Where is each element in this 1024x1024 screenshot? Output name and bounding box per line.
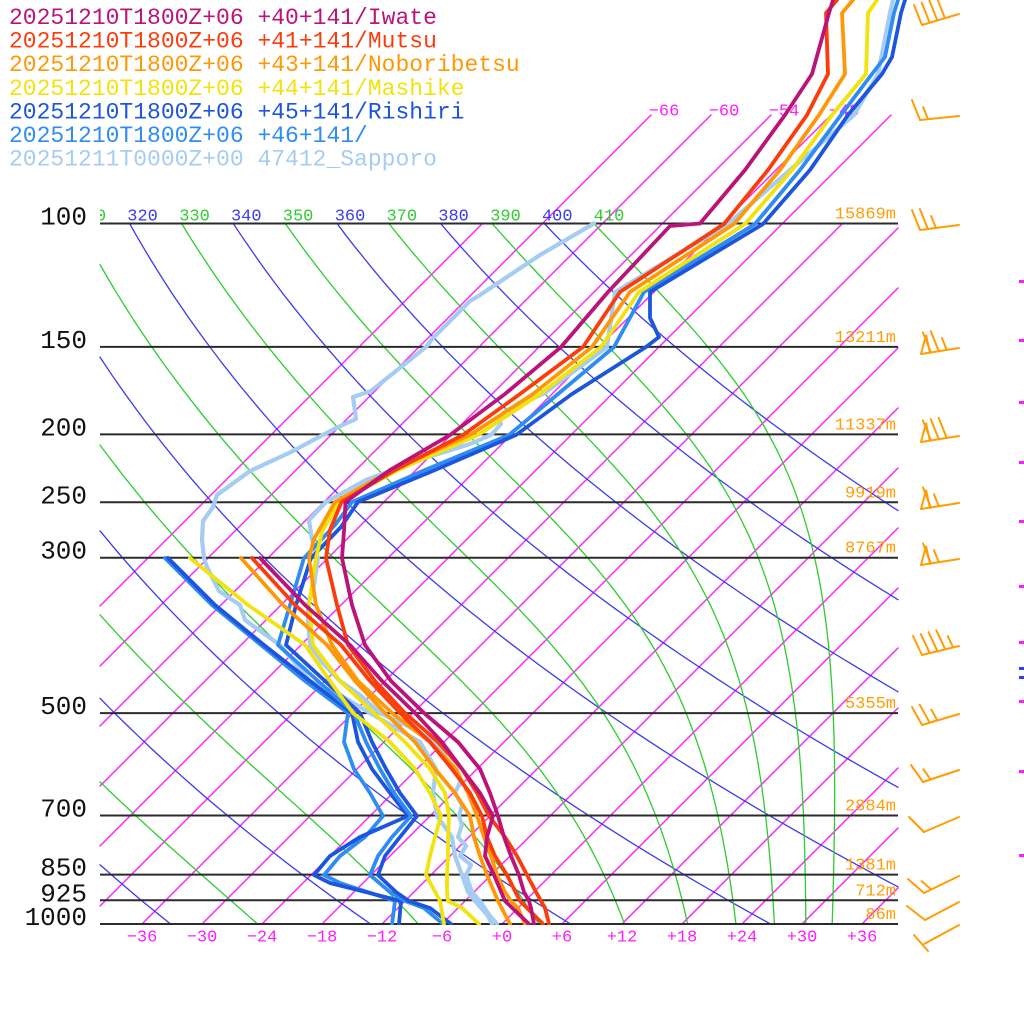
- svg-text:20251210T1800Z+06 +40+141/Iwat: 20251210T1800Z+06 +40+141/Iwate: [9, 5, 437, 31]
- svg-text:−24: −24: [247, 929, 278, 948]
- svg-text:−18: −18: [307, 929, 338, 948]
- svg-text:20251211T0000Z+00 47412_Sappor: 20251211T0000Z+00 47412_Sapporo: [9, 147, 437, 173]
- svg-text:370: 370: [386, 208, 417, 227]
- svg-text:712m: 712m: [855, 882, 896, 901]
- svg-text:+6: +6: [552, 929, 572, 948]
- svg-text:340: 340: [231, 208, 262, 227]
- svg-text:250: 250: [40, 481, 87, 511]
- svg-text:+18: +18: [667, 929, 698, 948]
- svg-text:15869m: 15869m: [835, 206, 896, 225]
- svg-text:8767m: 8767m: [845, 540, 896, 559]
- svg-text:360: 360: [335, 208, 366, 227]
- svg-text:1381m: 1381m: [845, 857, 896, 876]
- svg-text:390: 390: [490, 208, 521, 227]
- svg-text:+30: +30: [787, 929, 818, 948]
- svg-text:20251210T1800Z+06 +44+141/Mash: 20251210T1800Z+06 +44+141/Mashike: [9, 76, 464, 102]
- svg-text:320: 320: [127, 208, 158, 227]
- svg-text:380: 380: [438, 208, 469, 227]
- svg-text:150: 150: [40, 326, 87, 356]
- svg-text:+36: +36: [847, 929, 878, 948]
- svg-text:13211m: 13211m: [835, 329, 896, 348]
- svg-text:330: 330: [179, 208, 210, 227]
- svg-text:400: 400: [542, 208, 573, 227]
- svg-text:300: 300: [40, 537, 87, 567]
- svg-text:350: 350: [283, 208, 314, 227]
- svg-text:20251210T1800Z+06 +45+141/Rish: 20251210T1800Z+06 +45+141/Rishiri: [9, 99, 464, 125]
- svg-text:20251210T1800Z+06 +41+141/Muts: 20251210T1800Z+06 +41+141/Mutsu: [9, 29, 437, 55]
- svg-text:+12: +12: [607, 929, 638, 948]
- svg-text:−36: −36: [127, 929, 158, 948]
- svg-text:−6: −6: [432, 929, 452, 948]
- svg-text:11337m: 11337m: [835, 416, 896, 435]
- svg-text:86m: 86m: [865, 906, 896, 925]
- svg-text:20251210T1800Z+06 +46+141/: 20251210T1800Z+06 +46+141/: [9, 123, 368, 149]
- svg-text:−60: −60: [709, 103, 740, 122]
- svg-text:5355m: 5355m: [845, 695, 896, 714]
- svg-text:310: 310: [75, 208, 106, 227]
- svg-text:500: 500: [40, 692, 87, 722]
- svg-text:−66: −66: [649, 103, 680, 122]
- svg-text:850: 850: [40, 854, 87, 884]
- svg-text:700: 700: [40, 795, 87, 825]
- svg-text:9919m: 9919m: [845, 484, 896, 503]
- svg-text:+24: +24: [727, 929, 758, 948]
- svg-text:−12: −12: [367, 929, 398, 948]
- svg-text:925: 925: [40, 879, 87, 909]
- svg-text:−30: −30: [187, 929, 218, 948]
- svg-text:100: 100: [40, 203, 87, 233]
- svg-text:2884m: 2884m: [845, 798, 896, 817]
- svg-text:1000: 1000: [25, 903, 87, 933]
- svg-text:20251210T1800Z+06 +43+141/Nobo: 20251210T1800Z+06 +43+141/Noboribetsu: [9, 52, 520, 78]
- svg-text:200: 200: [40, 413, 87, 443]
- svg-text:410: 410: [594, 208, 625, 227]
- svg-text:+0: +0: [492, 929, 512, 948]
